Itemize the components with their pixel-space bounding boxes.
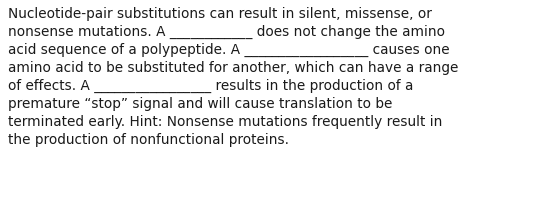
Text: Nucleotide-pair substitutions can result in silent, missense, or
nonsense mutati: Nucleotide-pair substitutions can result… — [8, 7, 458, 147]
